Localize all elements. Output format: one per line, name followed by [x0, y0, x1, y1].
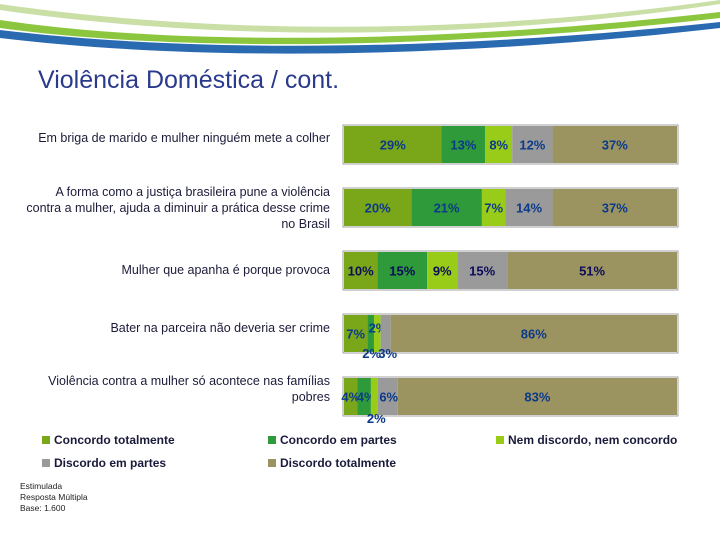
data-label: 21% — [434, 201, 460, 216]
data-label: 10% — [348, 264, 374, 279]
bar-segment — [512, 126, 553, 163]
bar-segment — [390, 315, 677, 352]
legend-item: Discordo totalmente — [268, 456, 396, 470]
bar-segment — [344, 189, 412, 226]
bar-segment — [481, 189, 506, 226]
bar-row: 29% 13% 8% 12% 37% — [342, 124, 679, 165]
row-label: Mulher que apanha é porque provoca — [121, 263, 330, 277]
bar-segment — [344, 252, 378, 289]
data-label: 15% — [389, 264, 415, 279]
legend-label: Discordo totalmente — [280, 456, 397, 470]
bar-segment — [367, 315, 374, 352]
bar-segment — [505, 189, 553, 226]
bar-segment — [344, 378, 358, 415]
row-label: Violência contra a mulher só acontece na… — [48, 374, 330, 404]
legend-item: Nem discordo, nem concordo — [496, 433, 677, 447]
row-label: A forma como a justiça brasileira pune a… — [26, 185, 330, 231]
bar-segment — [344, 126, 442, 163]
bar-segment — [373, 315, 381, 352]
bar-segment — [441, 126, 486, 163]
bar-segment — [552, 126, 677, 163]
data-label: 7% — [484, 201, 503, 216]
bar-row: 20% 21% 7% 14% 37% — [342, 187, 679, 228]
row-label: Em briga de marido e mulher ninguém mete… — [38, 131, 330, 145]
data-label: 9% — [433, 264, 452, 279]
header-swoosh — [0, 0, 720, 54]
bar-segment — [370, 378, 378, 415]
legend-swatch — [496, 436, 504, 444]
data-label: 6% — [379, 390, 398, 405]
data-label: 20% — [365, 201, 391, 216]
row-label: Bater na parceira não deveria ser crime — [110, 321, 330, 335]
data-label: 7% — [346, 327, 365, 342]
legend-item: Concordo totalmente — [42, 433, 175, 447]
bar-segment — [427, 252, 458, 289]
data-label: 12% — [519, 138, 545, 153]
data-label: 13% — [450, 138, 476, 153]
bar-segment — [457, 252, 508, 289]
bar-row: 10% 15% 9% 15% 51% — [342, 250, 679, 291]
legend-swatch — [42, 436, 50, 444]
bar-segment — [411, 189, 482, 226]
legend-swatch — [42, 459, 50, 467]
data-label: 37% — [602, 138, 628, 153]
legend-label: Concordo totalmente — [54, 433, 175, 447]
data-label: 86% — [521, 327, 547, 342]
footnote: Base: 1.600 — [20, 503, 66, 513]
legend-swatch — [268, 436, 276, 444]
footnote: Resposta Múltipla — [20, 492, 88, 502]
bar-row: 7%2%2%3%86% — [342, 313, 679, 361]
data-label: 29% — [380, 138, 406, 153]
data-label: 4% — [341, 390, 360, 405]
legend-item: Concordo em partes — [268, 433, 397, 447]
bar-segment — [357, 378, 371, 415]
data-label: 83% — [524, 390, 550, 405]
legend-swatch — [268, 459, 276, 467]
bar-segment — [552, 189, 677, 226]
data-label: 14% — [516, 201, 542, 216]
bar-segment — [380, 315, 391, 352]
legend-label: Concordo em partes — [280, 433, 397, 447]
bar-segment — [397, 378, 677, 415]
bar-segment — [377, 378, 398, 415]
data-label: 8% — [489, 138, 508, 153]
page-title: Violência Doméstica / cont. — [38, 66, 340, 94]
bar-segment — [507, 252, 677, 289]
legend-item: Discordo em partes — [42, 456, 166, 470]
legend-label: Discordo em partes — [54, 456, 167, 470]
footnote: Estimulada — [20, 481, 63, 491]
bar-segment — [485, 126, 513, 163]
data-label: 51% — [579, 264, 605, 279]
bar-row: 4%4%2%6% 83% — [341, 376, 679, 426]
data-label: 37% — [602, 201, 628, 216]
bar-segment — [377, 252, 428, 289]
data-label: 15% — [469, 264, 495, 279]
legend-label: Nem discordo, nem concordo — [508, 433, 678, 447]
bar-segment — [344, 315, 368, 352]
